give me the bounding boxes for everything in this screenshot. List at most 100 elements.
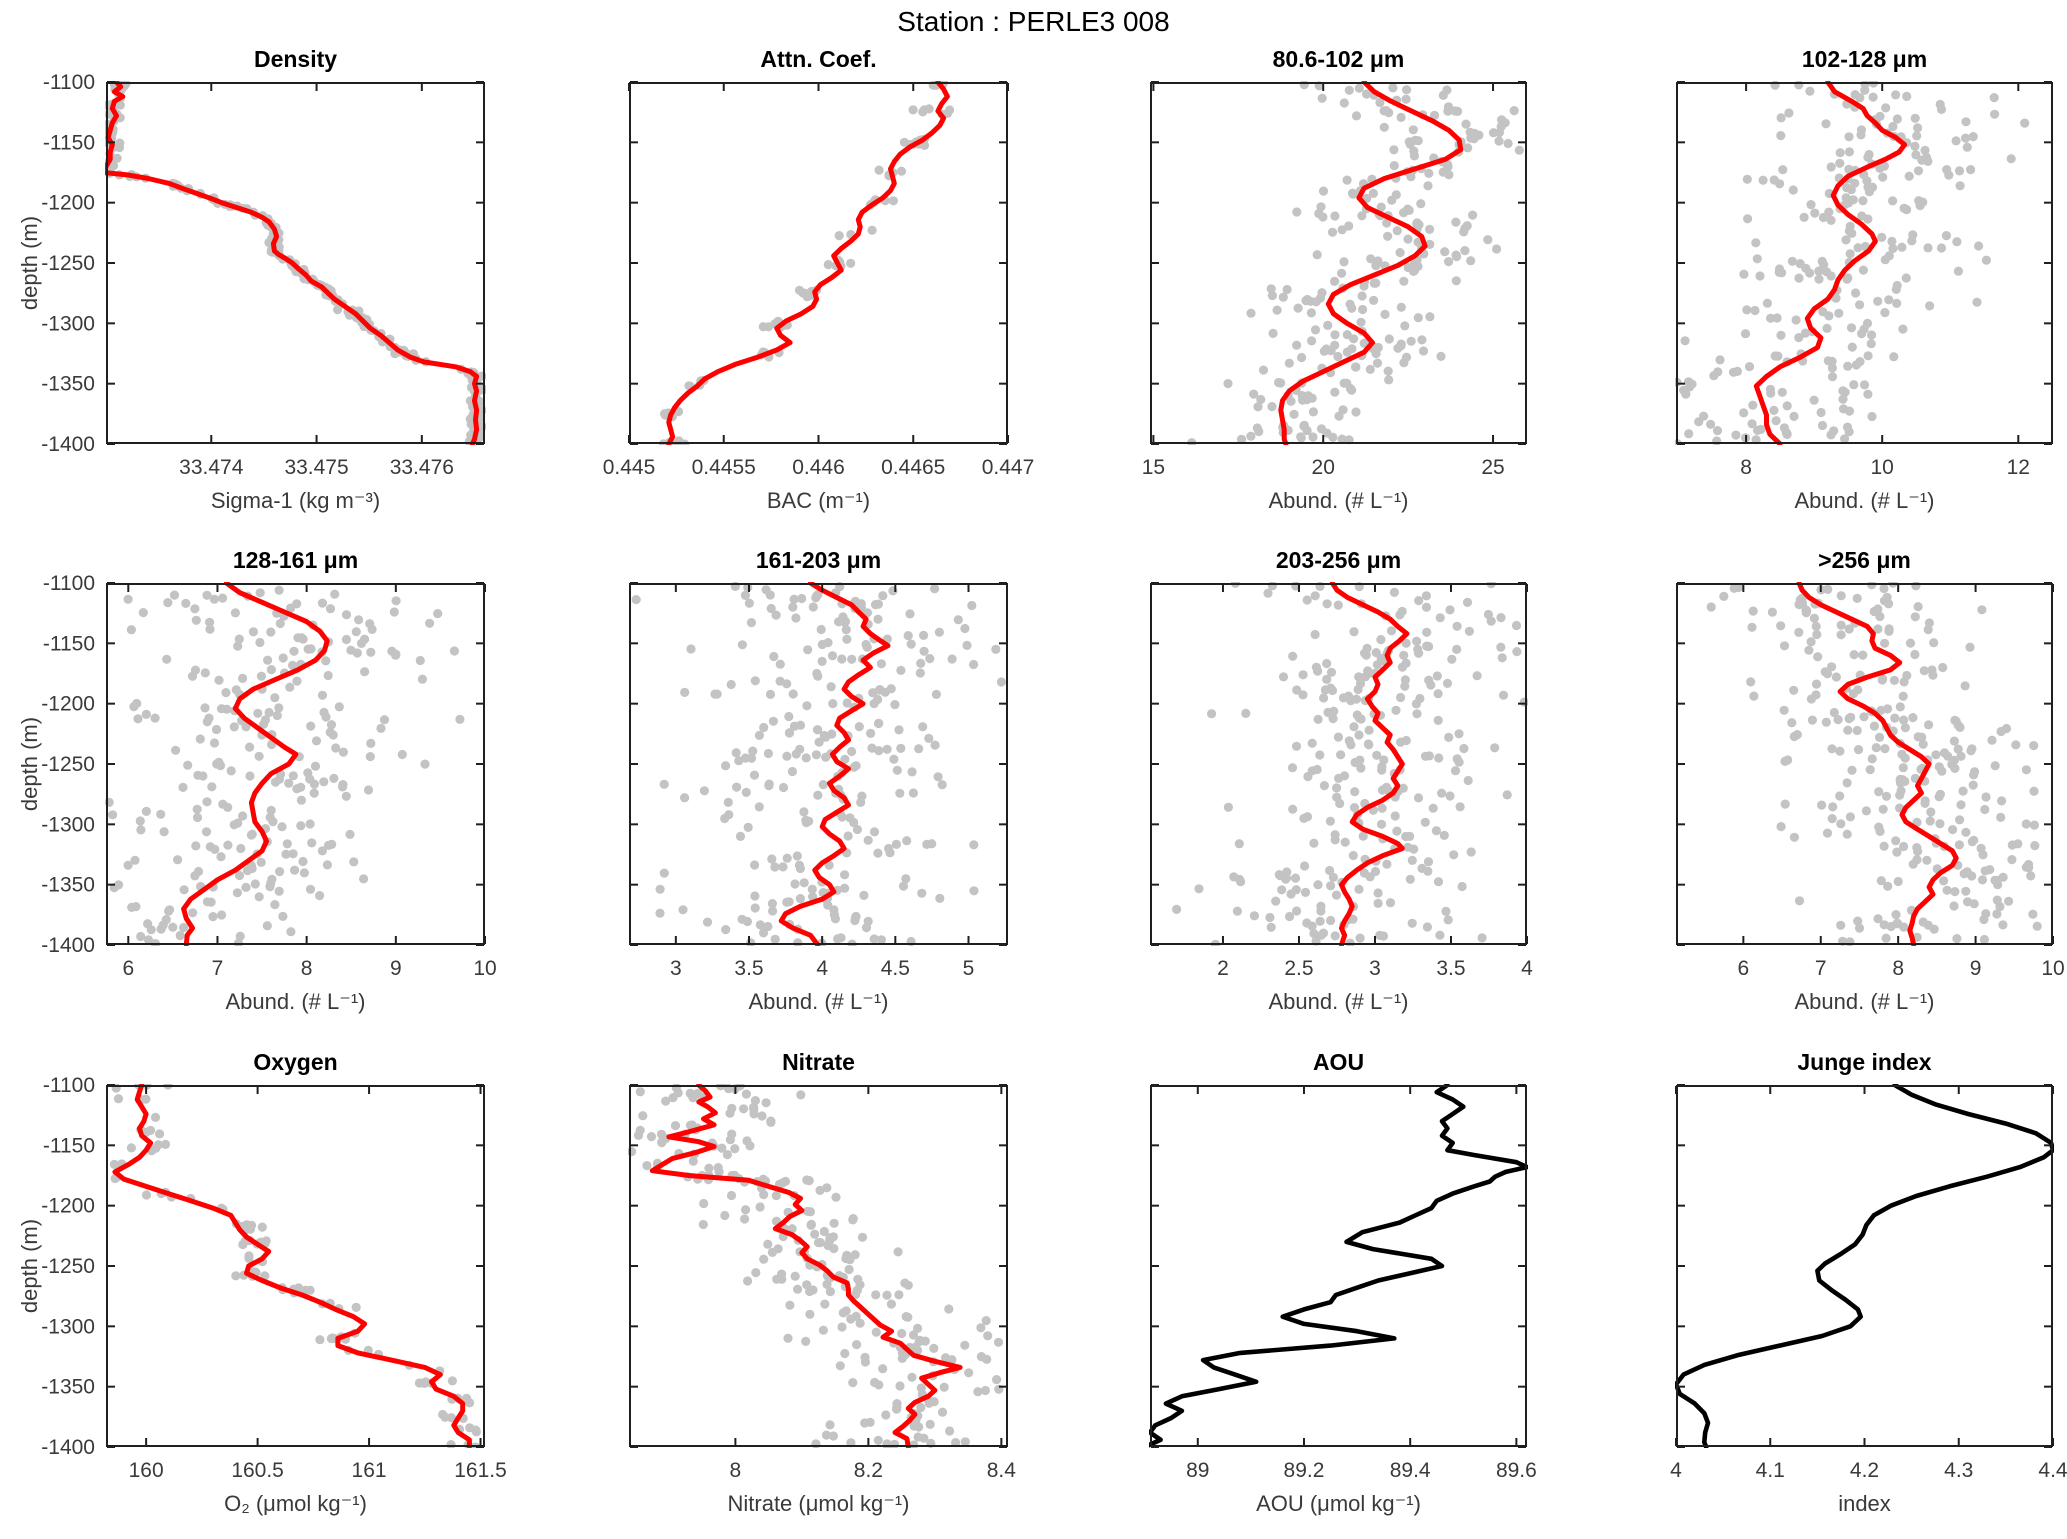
svg-text:-1250: -1250: [41, 753, 95, 776]
profile-line: [105, 81, 480, 445]
svg-text:7: 7: [212, 957, 224, 980]
panel-junge-index: Junge index 4 4.1 4.2 4.3 4.4 index: [1670, 1049, 2067, 1516]
svg-text:10: 10: [473, 957, 496, 980]
y-ticks: [1677, 81, 2052, 445]
axes-box: [629, 583, 1008, 945]
svg-text:2.5: 2.5: [1284, 957, 1313, 980]
svg-text:-1100: -1100: [43, 572, 95, 595]
svg-text:-1300: -1300: [41, 813, 95, 836]
x-ticks: 89 89.2 89.4 89.6: [1186, 1086, 1537, 1482]
panel-title: >256 μm: [1818, 547, 1911, 573]
panel-title: 128-161 μm: [232, 547, 359, 573]
size-203-256-chart: 2 2.5 3 3.5 4: [1150, 582, 1533, 980]
panel-size-80-102: 80.6-102 μm 15 20 25 Abund. (# L⁻¹): [1142, 46, 1527, 513]
aou-chart: 89 89.2 89.4 89.6: [1149, 1084, 1537, 1482]
panel-size-128-161: 128-161 μm 6 7 8 9 10 -1100 -1150 -1200 -1250 -13…: [41, 547, 496, 1014]
x-axis-label: Abund. (# L⁻¹): [225, 989, 366, 1014]
svg-text:8.2: 8.2: [854, 1459, 883, 1482]
svg-text:8: 8: [730, 1459, 742, 1482]
x-axis-label: BAC (m⁻¹): [766, 488, 871, 513]
svg-text:7: 7: [1815, 957, 1827, 980]
svg-text:33.475: 33.475: [284, 456, 348, 479]
svg-text:-1350: -1350: [41, 1376, 95, 1399]
svg-text:4: 4: [1670, 1459, 1682, 1482]
svg-text:0.446: 0.446: [792, 456, 845, 479]
panel-size-203-256: 203-256 μm 2 2.5 3 3.5 4 Abund. (# L⁻¹): [1150, 547, 1533, 1014]
svg-text:0.447: 0.447: [982, 456, 1035, 479]
x-axis-label: AOU (μmol kg⁻¹): [1256, 1491, 1421, 1516]
scatter-dots: [1187, 81, 1524, 445]
attn-coef-chart: 0.445 0.4455 0.446 0.4465 0.447: [603, 81, 1034, 479]
svg-text:2: 2: [1217, 957, 1229, 980]
svg-text:33.476: 33.476: [390, 456, 454, 479]
oxygen-chart: 160 160.5 161 161.5 -1100 -1150 -1200 -1250 -130…: [41, 1074, 507, 1482]
size-80-102-chart: 15 20 25: [1142, 81, 1527, 479]
x-ticks: 4 4.1 4.2 4.3 4.4: [1670, 1086, 2067, 1482]
svg-text:-1100: -1100: [43, 1074, 95, 1097]
svg-text:-1350: -1350: [41, 373, 95, 396]
svg-text:3.5: 3.5: [734, 957, 763, 980]
profile-line: [778, 582, 891, 946]
size-161-203-chart: 3 3.5 4 4.5 5: [629, 582, 1008, 980]
svg-text:-1150: -1150: [43, 632, 95, 655]
svg-text:4: 4: [816, 957, 828, 980]
svg-text:-1400: -1400: [41, 433, 95, 456]
panel-title: 203-256 μm: [1275, 547, 1402, 573]
y-ticks: [1677, 582, 2052, 946]
svg-text:4.3: 4.3: [1944, 1459, 1973, 1482]
y-ticks: -1100 -1150 -1200 -1250 -1300 -1350 -1400: [41, 1074, 484, 1459]
x-axis-label: Abund. (# L⁻¹): [1268, 989, 1409, 1014]
svg-text:9: 9: [390, 957, 402, 980]
scatter-dots: [631, 582, 1006, 946]
svg-text:9: 9: [1970, 957, 1982, 980]
x-axis-label: Abund. (# L⁻¹): [1268, 488, 1409, 513]
svg-text:-1350: -1350: [41, 874, 95, 897]
svg-text:3: 3: [1369, 957, 1381, 980]
x-ticks: 15 20 25: [1142, 83, 1505, 479]
panel-title: Nitrate: [782, 1049, 855, 1075]
x-ticks: 3 3.5 4 4.5 5: [670, 584, 974, 980]
size-gt256-chart: 6 7 8 9 10: [1676, 582, 2065, 980]
y-ticks: [1151, 81, 1526, 445]
axes-box: [106, 1085, 485, 1447]
svg-text:-1300: -1300: [41, 312, 95, 335]
x-ticks: 8 8.2 8.4: [730, 1086, 1016, 1482]
svg-text:-1150: -1150: [43, 1134, 95, 1157]
profile-line: [1796, 582, 1959, 946]
y-ticks: -1100 -1150 -1200 -1250 -1300 -1350 -1400: [41, 71, 484, 456]
x-axis-label: O₂ (μmol kg⁻¹): [224, 1491, 367, 1516]
svg-text:89.2: 89.2: [1284, 1459, 1325, 1482]
x-ticks: 6 7 8 9 10: [122, 584, 497, 980]
x-axis-label: Sigma-1 (kg m⁻³): [210, 488, 381, 513]
x-axis-label: Abund. (# L⁻¹): [1794, 989, 1935, 1014]
svg-text:3: 3: [670, 957, 682, 980]
svg-text:-1300: -1300: [41, 1315, 95, 1338]
figure-title: Station : PERLE3 008: [897, 6, 1170, 37]
svg-text:161.5: 161.5: [454, 1459, 507, 1482]
y-ticks: [1677, 1084, 2052, 1448]
svg-text:3.5: 3.5: [1436, 957, 1465, 980]
scatter-dots: [105, 585, 465, 946]
y-axis-label-row1: depth (m): [17, 215, 42, 311]
svg-text:160.5: 160.5: [231, 1459, 284, 1482]
svg-text:89.4: 89.4: [1390, 1459, 1431, 1482]
svg-text:4.2: 4.2: [1850, 1459, 1879, 1482]
svg-text:89.6: 89.6: [1496, 1459, 1537, 1482]
svg-text:10: 10: [2041, 957, 2064, 980]
nitrate-chart: 8 8.2 8.4: [628, 1084, 1016, 1482]
panel-title: 161-203 μm: [755, 547, 882, 573]
svg-text:6: 6: [122, 957, 134, 980]
scatter-dots: [628, 1084, 1004, 1448]
x-ticks: 160 160.5 161 161.5: [129, 1086, 507, 1482]
panel-nitrate: Nitrate 8 8.2 8.4 Nitrate (μmol kg⁻¹): [628, 1049, 1016, 1516]
svg-text:89: 89: [1186, 1459, 1209, 1482]
scatter-dots: [658, 81, 955, 445]
profile-line: [649, 1084, 963, 1448]
y-axis-label-row3: depth (m): [17, 1218, 42, 1314]
panel-density: Density 33.474 33.475 33.476 -1100 -1150 -120…: [41, 46, 486, 513]
profile-line: [112, 1084, 472, 1448]
svg-text:161: 161: [352, 1459, 387, 1482]
svg-text:-1100: -1100: [43, 71, 95, 94]
svg-text:-1250: -1250: [41, 1255, 95, 1278]
